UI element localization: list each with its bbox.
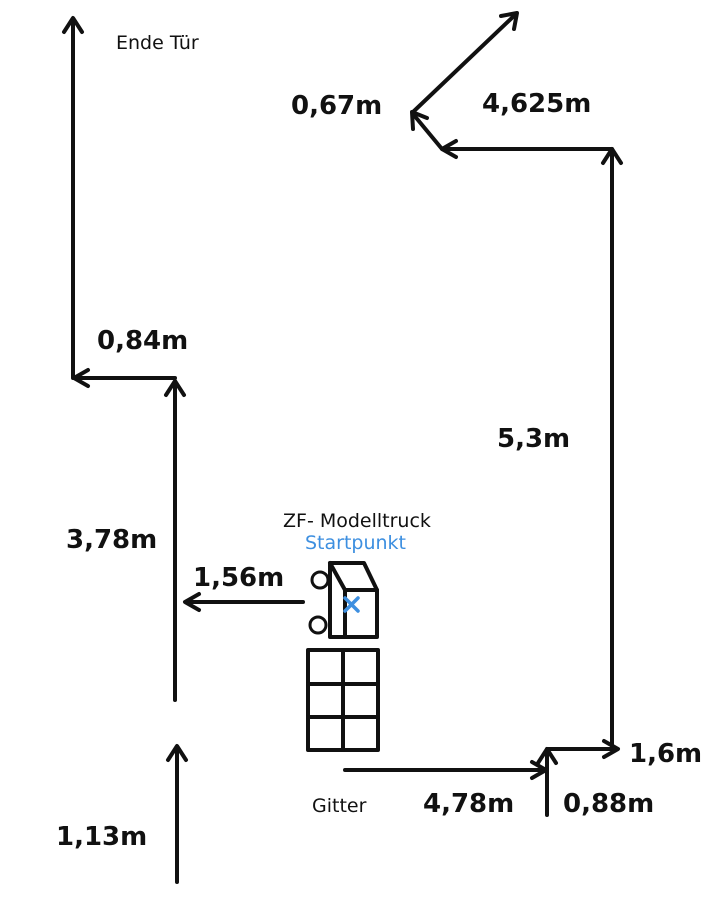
arrow-067 (410, 110, 444, 151)
label-113: 1,13m (56, 822, 147, 852)
left-top-arrow (62, 16, 84, 380)
label-088: 0,88m (563, 789, 654, 819)
label-156: 1,56m (193, 563, 284, 593)
gitter-label: Gitter (312, 795, 367, 817)
label-084: 0,84m (97, 326, 188, 356)
cross-icon (343, 596, 360, 613)
model-truck (308, 561, 379, 639)
label-4625: 4,625m (482, 89, 591, 119)
arrow-478 (343, 760, 548, 780)
arrow-088 (536, 747, 558, 817)
label-16: 1,6m (629, 739, 702, 769)
arrow-156 (183, 592, 305, 612)
label-067: 0,67m (291, 91, 382, 121)
label-478: 4,78m (423, 789, 514, 819)
truck-name-label: ZF- Modelltruck (283, 510, 431, 532)
arrow-113 (166, 744, 188, 884)
arrow-diagonal (411, 11, 519, 114)
startpunkt-label: Startpunkt (305, 532, 406, 554)
label-378: 3,78m (66, 525, 157, 555)
arrow-16 (545, 739, 620, 759)
arrow-4625 (440, 139, 614, 159)
label-53: 5,3m (497, 424, 570, 454)
arrow-378 (164, 379, 186, 702)
arrow-084 (72, 368, 177, 388)
arrow-53 (601, 147, 623, 750)
gitter-grid (306, 648, 380, 752)
ende-tuer-label: Ende Tür (116, 32, 199, 54)
